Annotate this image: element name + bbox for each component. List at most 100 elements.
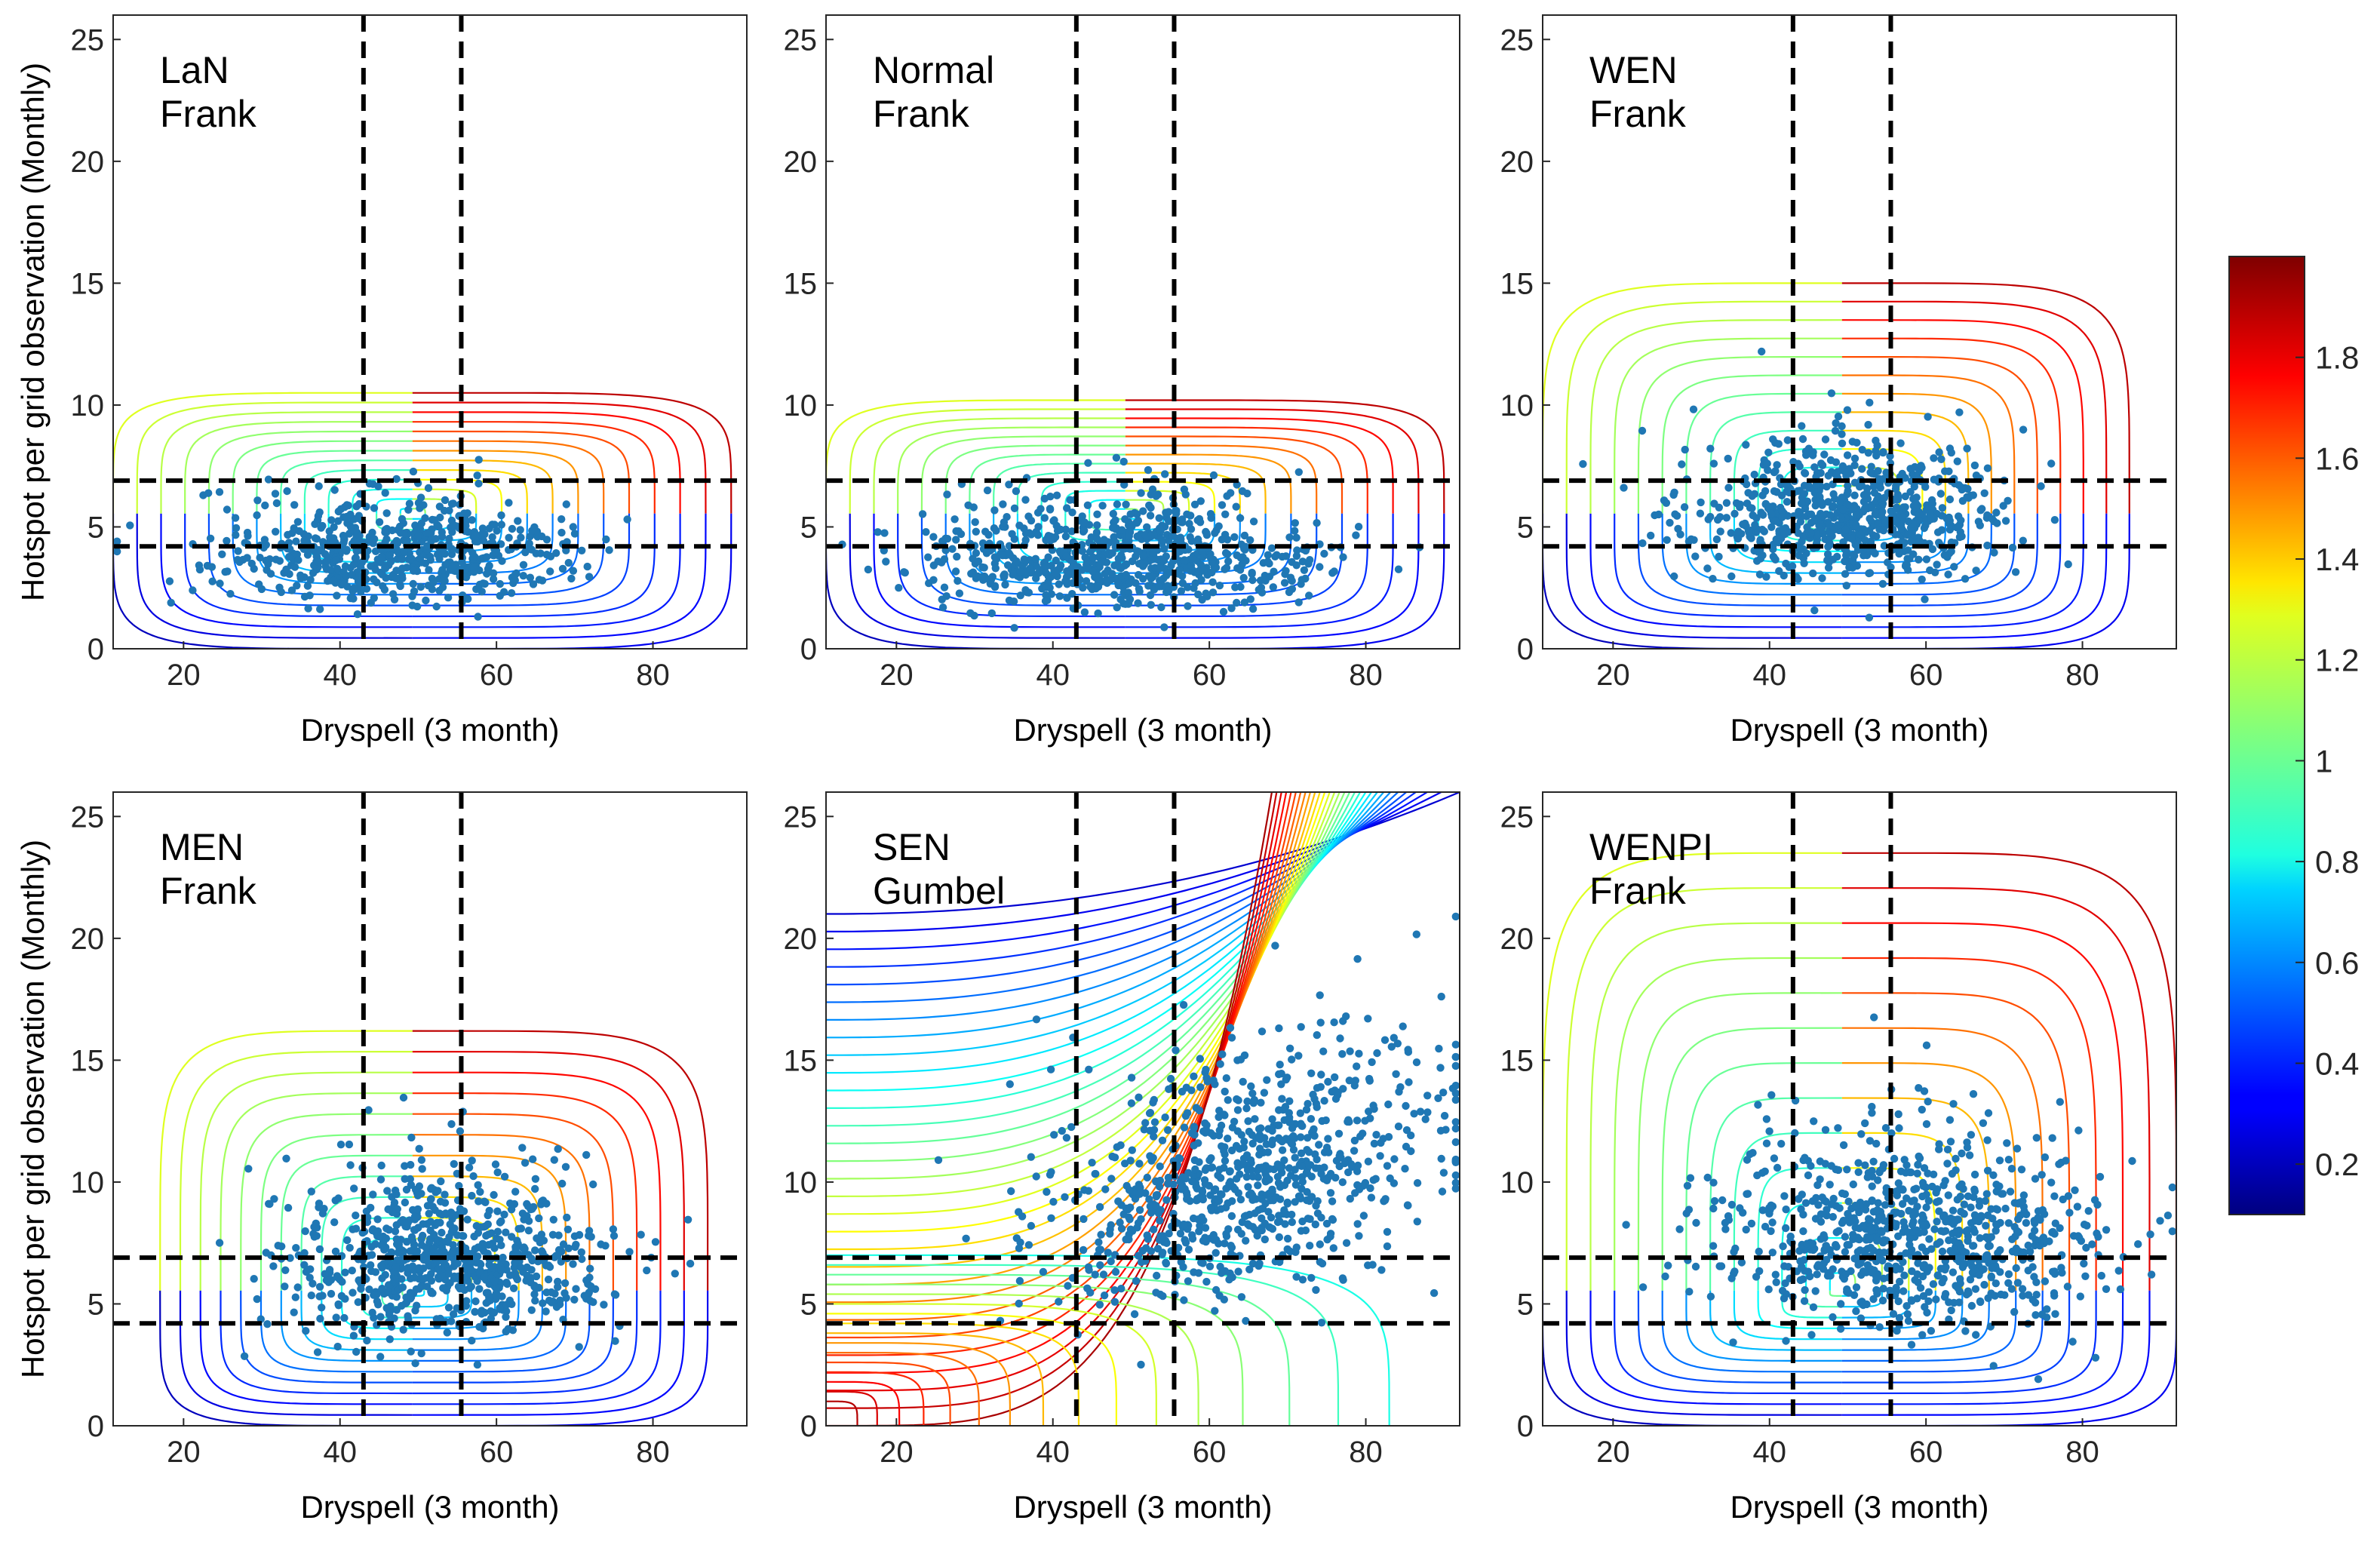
data-point xyxy=(1875,525,1884,533)
contour-line xyxy=(849,513,1126,639)
panel-label-index: SEN xyxy=(873,826,950,868)
data-point xyxy=(493,1207,502,1215)
data-point xyxy=(2047,1178,2056,1187)
data-point xyxy=(1854,1159,1863,1167)
contour-line xyxy=(826,792,1326,1233)
data-point xyxy=(208,577,217,585)
y-axis-title: Hotspot per grid observation (Monthly) xyxy=(15,63,51,601)
data-point xyxy=(671,1270,679,1278)
data-point xyxy=(282,1154,290,1163)
data-point xyxy=(1216,1262,1224,1271)
data-point xyxy=(1317,1169,1325,1178)
data-point xyxy=(1865,569,1873,578)
data-point xyxy=(1237,1293,1246,1301)
data-point xyxy=(1841,570,1850,578)
data-point xyxy=(428,585,437,594)
data-point xyxy=(1227,604,1236,613)
contour-line xyxy=(897,426,1126,514)
data-point xyxy=(530,1282,539,1291)
data-point xyxy=(348,1267,356,1275)
data-point xyxy=(2102,1285,2111,1294)
data-point xyxy=(1788,562,1797,570)
data-point xyxy=(1837,514,1846,523)
data-point xyxy=(1191,579,1199,588)
data-point xyxy=(558,564,567,573)
data-point xyxy=(469,1172,478,1181)
data-point xyxy=(1678,460,1686,468)
data-point xyxy=(972,527,981,536)
data-point xyxy=(399,1325,407,1334)
data-point xyxy=(1383,1162,1392,1170)
data-point xyxy=(1991,1291,1999,1300)
data-point xyxy=(1316,1018,1325,1027)
data-point xyxy=(2059,1195,2067,1204)
data-point xyxy=(1194,1139,1202,1147)
axes-frame xyxy=(825,791,1460,1427)
data-point xyxy=(2003,1139,2011,1147)
data-point xyxy=(546,567,554,576)
data-point xyxy=(290,563,299,571)
data-point xyxy=(1331,1073,1339,1082)
data-point xyxy=(379,582,387,591)
data-point xyxy=(1868,1182,1876,1190)
data-point xyxy=(376,1313,385,1321)
data-point xyxy=(1264,551,1273,559)
data-point xyxy=(1769,435,1777,444)
data-point xyxy=(1225,1168,1234,1176)
data-point xyxy=(330,486,339,494)
data-point xyxy=(1950,563,1958,571)
data-point xyxy=(1294,468,1304,476)
data-point xyxy=(1126,1215,1134,1224)
contour-line xyxy=(412,1290,567,1362)
data-point xyxy=(1971,1285,1980,1293)
data-point xyxy=(1008,530,1016,538)
contour-line xyxy=(220,1290,413,1395)
data-point xyxy=(2097,1271,2105,1280)
contour-line xyxy=(826,792,1302,1321)
contour-line xyxy=(199,1071,413,1291)
data-point xyxy=(1933,561,1941,569)
data-point xyxy=(441,1209,450,1218)
y-tick-label: 5 xyxy=(800,511,817,544)
data-point xyxy=(1039,1267,1048,1276)
data-point xyxy=(1390,1179,1399,1187)
y-tick-label: 10 xyxy=(71,389,105,422)
data-point xyxy=(426,556,435,564)
data-point xyxy=(1040,514,1049,522)
data-point xyxy=(1724,1212,1733,1221)
data-point xyxy=(1876,484,1884,492)
contour-line xyxy=(1733,1132,1842,1291)
data-point xyxy=(1320,1097,1328,1105)
contour-line xyxy=(303,469,413,514)
data-point xyxy=(1005,549,1013,557)
data-point xyxy=(2025,1247,2035,1256)
data-point xyxy=(1117,1285,1126,1293)
data-point xyxy=(315,482,323,490)
data-point xyxy=(1147,555,1156,564)
data-point xyxy=(1682,1209,1691,1218)
data-point xyxy=(1201,1224,1210,1232)
data-point xyxy=(1983,1251,1992,1259)
data-point xyxy=(1095,1238,1103,1246)
data-point xyxy=(1215,1196,1224,1205)
data-point xyxy=(1889,1310,1898,1318)
data-point xyxy=(371,565,379,573)
data-point xyxy=(333,1342,342,1351)
data-point xyxy=(1451,912,1460,921)
contour-line xyxy=(256,450,413,514)
data-point xyxy=(1763,459,1771,468)
data-point xyxy=(1242,1236,1250,1245)
data-point xyxy=(481,1198,490,1207)
data-point xyxy=(398,1283,407,1291)
data-point xyxy=(1976,1234,1984,1242)
data-point xyxy=(1834,1124,1842,1132)
data-point xyxy=(1055,1298,1063,1306)
data-point xyxy=(484,1241,493,1249)
data-point xyxy=(306,576,315,584)
x-tick-label: 60 xyxy=(480,659,514,692)
data-point xyxy=(586,1297,594,1305)
data-point xyxy=(1125,579,1134,588)
data-point xyxy=(1119,457,1128,466)
data-point xyxy=(1361,1181,1369,1189)
